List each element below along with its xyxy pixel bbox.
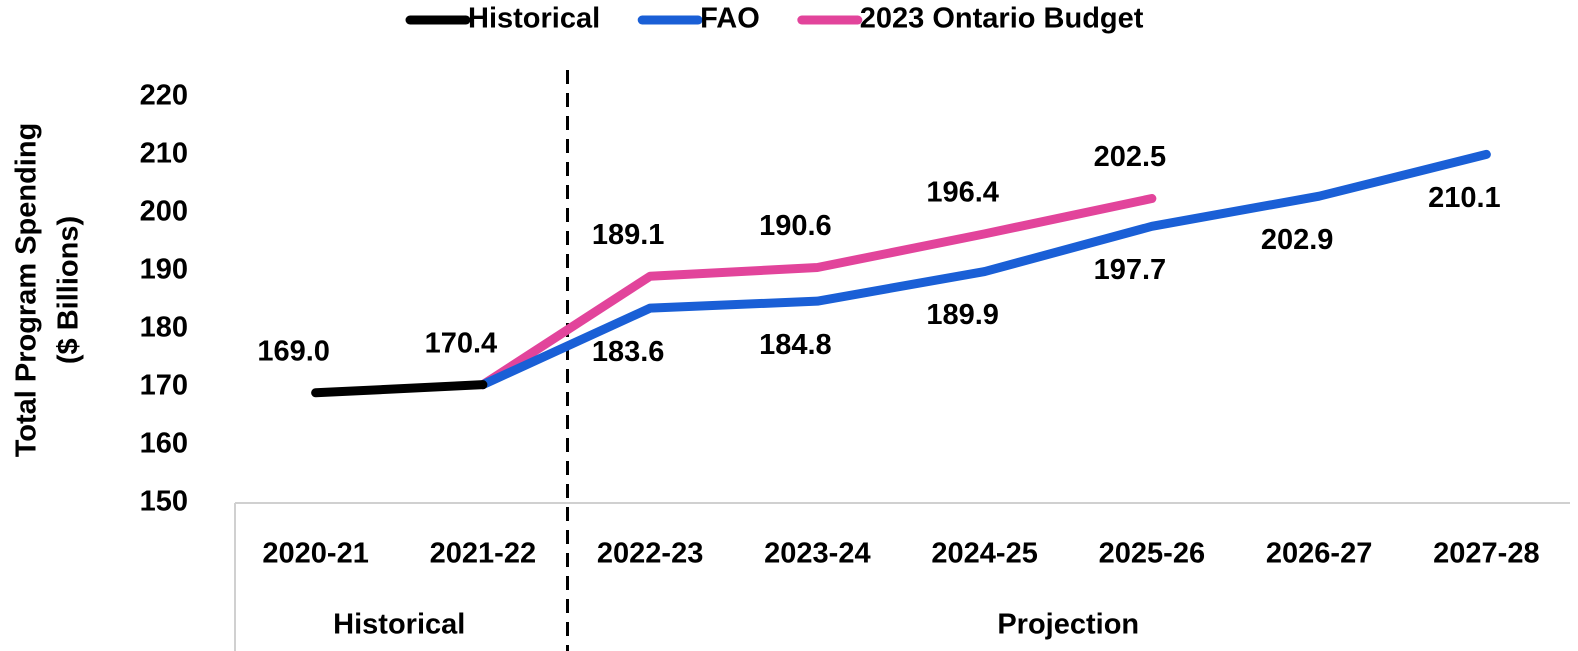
y-tick-label: 160: [140, 428, 188, 460]
y-axis-title: Total Program Spending: [11, 123, 43, 458]
group-label: Projection: [997, 609, 1139, 641]
y-tick-label: 210: [140, 138, 188, 170]
group-label: Historical: [333, 609, 465, 641]
x-tick-label: 2021-22: [430, 538, 536, 570]
series-line: [478, 149, 1491, 390]
x-tick-label: 2024-25: [931, 538, 1037, 570]
data-label: 169.0: [257, 335, 330, 367]
series-line: [478, 194, 1157, 390]
x-tick-label: 2020-21: [262, 538, 368, 570]
y-tick-label: 170: [140, 370, 188, 402]
x-tick-label: 2025-26: [1099, 538, 1205, 570]
y-tick-label: 150: [140, 486, 188, 518]
data-label: 210.1: [1428, 182, 1501, 214]
data-label: 190.6: [759, 210, 832, 242]
legend-label: FAO: [700, 3, 760, 35]
data-label: 170.4: [425, 327, 498, 359]
data-label: 184.8: [759, 329, 832, 361]
data-label: 197.7: [1094, 254, 1167, 286]
legend-label: 2023 Ontario Budget: [860, 3, 1144, 35]
data-label: 189.1: [592, 219, 665, 251]
data-label: 202.5: [1094, 141, 1167, 173]
x-tick-label: 2026-27: [1266, 538, 1372, 570]
x-tick-label: 2023-24: [764, 538, 870, 570]
data-label: 196.4: [926, 177, 999, 209]
y-tick-label: 180: [140, 312, 188, 344]
y-tick-label: 200: [140, 196, 188, 228]
data-label: 183.6: [592, 336, 665, 368]
legend-label: Historical: [468, 3, 600, 35]
y-tick-label: 190: [140, 254, 188, 286]
y-tick-label: 220: [140, 80, 188, 112]
data-label: 202.9: [1261, 224, 1334, 256]
x-tick-label: 2022-23: [597, 538, 703, 570]
x-tick-label: 2027-28: [1433, 538, 1539, 570]
y-axis-title: ($ Billions): [53, 216, 85, 364]
data-label: 189.9: [926, 299, 999, 331]
series-line: [311, 380, 488, 398]
